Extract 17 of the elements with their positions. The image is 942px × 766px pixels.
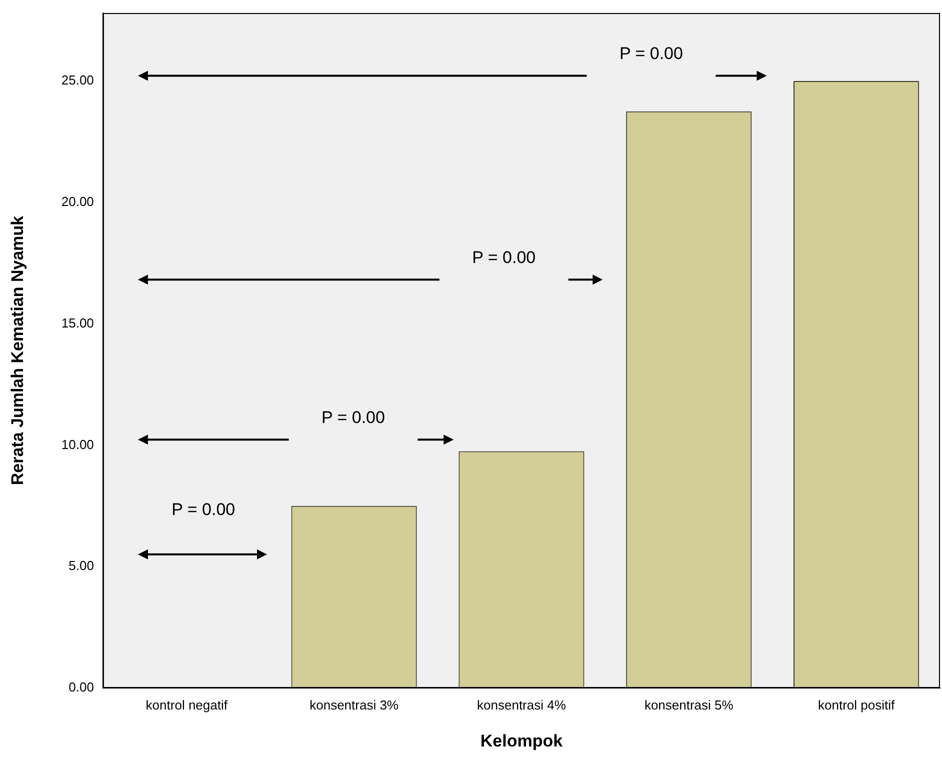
- x-tick-label: konsentrasi 3%: [310, 697, 399, 712]
- y-tick-label: 15.00: [61, 315, 94, 330]
- y-tick-label: 10.00: [61, 436, 94, 452]
- y-axis-title: Rerata Jumlah Kematian Nyamuk: [8, 215, 27, 486]
- x-tick-label: konsentrasi 4%: [477, 697, 566, 712]
- x-tick-label: konsentrasi 5%: [644, 697, 734, 712]
- annotation: P = 0.00: [618, 42, 684, 65]
- y-tick-label: 0.00: [68, 680, 94, 695]
- y-tick-label: 25.00: [61, 72, 94, 88]
- annotation: P = 0.00: [320, 406, 386, 429]
- x-tick-label: kontrol positif: [818, 697, 895, 712]
- annotation: P = 0.00: [471, 246, 537, 269]
- x-tick-label: kontrol negatif: [146, 697, 228, 712]
- annotation: P = 0.00: [170, 499, 236, 522]
- y-tick-label: 5.00: [68, 558, 94, 574]
- y-tick-label: 20.00: [61, 194, 94, 209]
- x-axis-title: Kelompok: [480, 731, 564, 750]
